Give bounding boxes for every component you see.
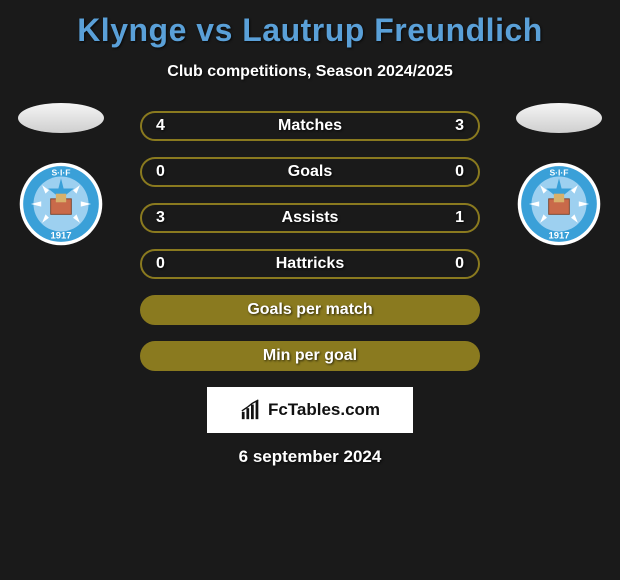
stat-label: Matches: [278, 117, 342, 135]
stat-label: Goals per match: [247, 301, 372, 319]
stat-value-left: 0: [156, 255, 165, 273]
stat-value-right: 1: [455, 209, 464, 227]
stat-row-assists: 3 Assists 1: [140, 203, 480, 233]
comparison-area: S·I·F 1917 S·I·F 1917 4 Matches 3: [0, 111, 620, 467]
page-title: Klynge vs Lautrup Freundlich: [0, 0, 620, 49]
stat-row-goals: 0 Goals 0: [140, 157, 480, 187]
stat-value-right: 0: [455, 255, 464, 273]
sif-badge-icon: S·I·F 1917: [516, 161, 602, 247]
stat-value-left: 0: [156, 163, 165, 181]
svg-text:S·I·F: S·I·F: [549, 168, 568, 178]
club-logo-left: S·I·F 1917: [18, 161, 104, 247]
club-logo-right: S·I·F 1917: [516, 161, 602, 247]
stat-label: Goals: [288, 163, 332, 181]
stat-row-goals-per-match: Goals per match: [140, 295, 480, 325]
stat-label: Assists: [282, 209, 339, 227]
stat-rows: 4 Matches 3 0 Goals 0 3 Assists 1 0 Hatt…: [140, 111, 480, 371]
stat-row-hattricks: 0 Hattricks 0: [140, 249, 480, 279]
stat-value-right: 0: [455, 163, 464, 181]
stat-label: Min per goal: [263, 347, 357, 365]
bar-chart-icon: [240, 399, 262, 421]
player-ellipse-right: [516, 103, 602, 133]
stat-row-min-per-goal: Min per goal: [140, 341, 480, 371]
brand-badge: FcTables.com: [207, 387, 413, 433]
stat-value-left: 4: [156, 117, 165, 135]
svg-text:1917: 1917: [50, 230, 71, 241]
svg-text:S·I·F: S·I·F: [51, 168, 70, 178]
stat-label: Hattricks: [276, 255, 344, 273]
brand-text: FcTables.com: [268, 400, 380, 420]
player-ellipse-left: [18, 103, 104, 133]
stat-row-matches: 4 Matches 3: [140, 111, 480, 141]
stat-value-right: 3: [455, 117, 464, 135]
generation-date: 6 september 2024: [0, 447, 620, 467]
svg-text:1917: 1917: [548, 230, 569, 241]
page-subtitle: Club competitions, Season 2024/2025: [0, 63, 620, 81]
stat-value-left: 3: [156, 209, 165, 227]
sif-badge-icon: S·I·F 1917: [18, 161, 104, 247]
